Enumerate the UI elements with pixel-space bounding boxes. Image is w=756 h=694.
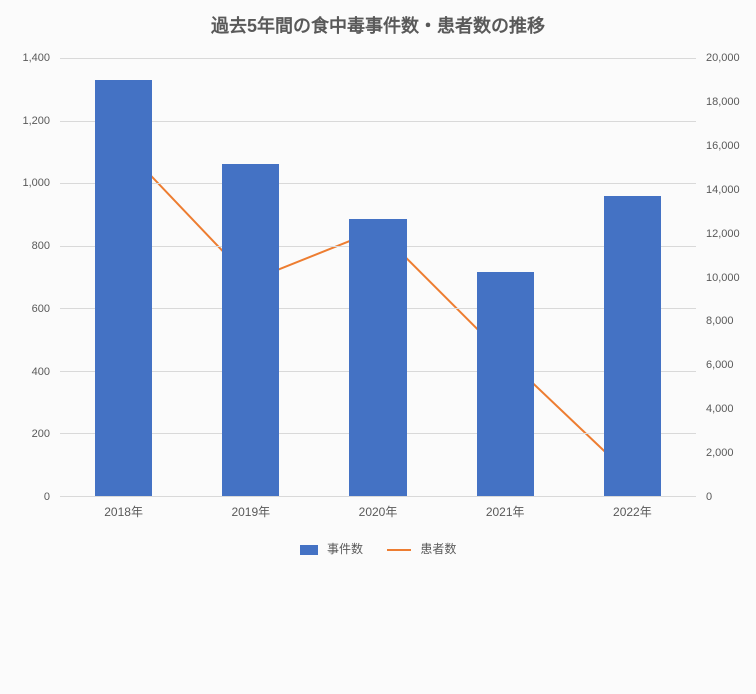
legend-label-bars: 事件数: [327, 542, 363, 556]
y-right-tick: 6,000: [706, 359, 734, 371]
y-axis-left: 02004006008001,0001,2001,400: [0, 58, 56, 497]
y-axis-right: 02,0004,0006,0008,00010,00012,00014,0001…: [700, 58, 756, 497]
x-axis-label: 2022年: [613, 503, 652, 520]
y-left-tick: 0: [44, 491, 50, 503]
legend: 事件数 患者数: [0, 540, 756, 557]
y-right-tick: 20,000: [706, 52, 740, 64]
y-left-tick: 400: [32, 366, 50, 378]
y-left-tick: 1,000: [22, 177, 50, 189]
y-right-tick: 8,000: [706, 315, 734, 327]
legend-swatch-bars: [300, 545, 318, 555]
y-left-tick: 1,200: [22, 115, 50, 127]
bar: [222, 164, 279, 496]
chart-container: 過去5年間の食中毒事件数・患者数の推移 0 200 400 600 800 1,000 1,…: [0, 0, 756, 567]
legend-swatch-line: [387, 549, 411, 551]
y-right-tick: 12,000: [706, 228, 740, 240]
y-left-tick: 1,400: [22, 52, 50, 64]
bar: [95, 80, 152, 496]
y-right-tick: 2,000: [706, 447, 734, 459]
plot-area: 2018年2019年2020年2021年2022年: [60, 58, 696, 497]
legend-label-line: 患者数: [420, 542, 456, 556]
x-axis-label: 2020年: [359, 503, 398, 520]
bar: [604, 196, 661, 496]
y-right-tick: 14,000: [706, 184, 740, 196]
bar: [349, 219, 406, 496]
y-left-tick: 200: [32, 428, 50, 440]
y-right-tick: 18,000: [706, 96, 740, 108]
legend-item-bars: 事件数: [300, 540, 363, 557]
y-left-tick: 800: [32, 240, 50, 252]
y-left-tick: 600: [32, 303, 50, 315]
chart-title: 過去5年間の食中毒事件数・患者数の推移: [0, 12, 756, 38]
x-axis-label: 2019年: [231, 503, 270, 520]
y-right-tick: 10,000: [706, 272, 740, 284]
x-axis-label: 2021年: [486, 503, 525, 520]
bar: [477, 272, 534, 496]
y-right-tick: 16,000: [706, 140, 740, 152]
x-axis-label: 2018年: [104, 503, 143, 520]
y-right-tick: 4,000: [706, 403, 734, 415]
legend-item-line: 患者数: [387, 540, 456, 557]
y-right-tick: 0: [706, 491, 712, 503]
